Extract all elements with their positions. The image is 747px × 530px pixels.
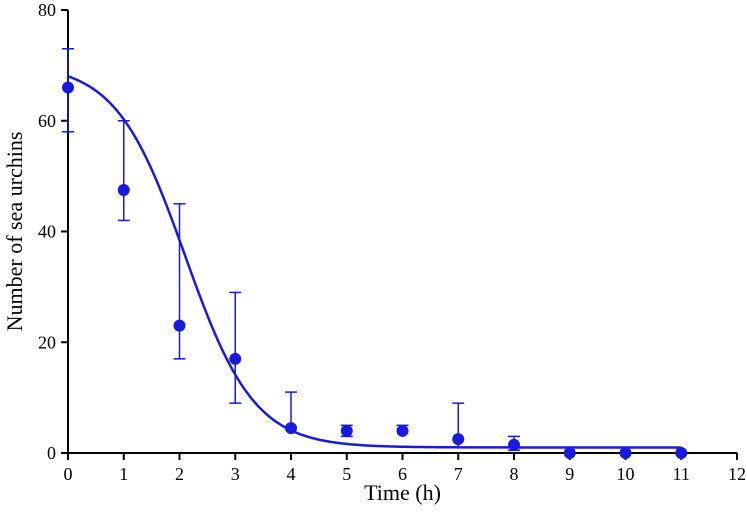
data-point xyxy=(117,183,130,196)
y-tick-label: 20 xyxy=(38,332,56,352)
y-tick-label: 40 xyxy=(38,222,56,242)
data-point xyxy=(619,447,632,459)
x-tick-label: 4 xyxy=(287,464,296,484)
data-point xyxy=(340,424,353,437)
x-axis-label: Time (h) xyxy=(364,480,441,505)
x-tick-label: 2 xyxy=(175,464,184,484)
data-point xyxy=(396,424,409,437)
data-point xyxy=(229,352,242,365)
x-tick-label: 12 xyxy=(728,464,746,484)
data-point xyxy=(173,319,186,332)
x-tick-label: 1 xyxy=(119,464,128,484)
data-point xyxy=(285,422,297,435)
x-tick-label: 9 xyxy=(565,464,574,484)
x-tick-label: 7 xyxy=(454,464,463,484)
x-tick-label: 6 xyxy=(398,464,407,484)
data-point xyxy=(563,447,576,459)
data-point xyxy=(508,438,520,451)
x-tick-label: 0 xyxy=(64,464,73,484)
data-points-layer xyxy=(62,81,688,459)
x-tick-label: 10 xyxy=(617,464,635,484)
fit-curve-layer xyxy=(67,75,682,449)
x-tick-label: 11 xyxy=(673,464,690,484)
x-tick-label: 3 xyxy=(231,464,240,484)
y-tick-label: 0 xyxy=(47,443,56,463)
error-bars-layer xyxy=(62,48,520,451)
data-point xyxy=(675,447,688,459)
x-tick-label: 8 xyxy=(510,464,519,484)
fit-curve xyxy=(67,75,682,449)
x-tick-label: 5 xyxy=(342,464,351,484)
data-point xyxy=(452,433,465,446)
y-tick-label: 60 xyxy=(38,111,56,131)
y-axis-label: Number of sea urchins xyxy=(2,132,27,332)
y-tick-label: 80 xyxy=(38,0,56,20)
data-point xyxy=(62,81,74,94)
